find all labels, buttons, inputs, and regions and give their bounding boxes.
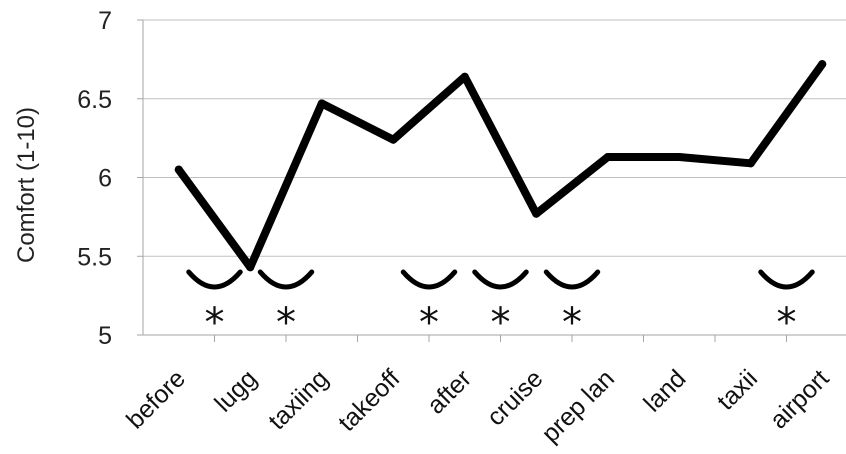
x-category-label: airport	[765, 364, 835, 434]
x-category-label: taxiing	[263, 364, 334, 435]
x-category-label: taxii	[712, 364, 763, 415]
significance-star: *	[419, 300, 439, 346]
x-category-label: cruise	[482, 364, 549, 431]
data-point	[246, 263, 255, 272]
x-category-label: before	[121, 364, 191, 434]
data-point	[174, 165, 183, 174]
data-point	[389, 135, 398, 144]
data-point	[746, 159, 755, 168]
significance-star: *	[562, 300, 582, 346]
significance-star: *	[276, 300, 296, 346]
x-category-label: after	[422, 364, 477, 419]
y-tick-label: 5	[98, 322, 112, 350]
x-category-label: lugg	[209, 364, 262, 417]
significance-bracket	[758, 269, 815, 290]
data-point	[675, 153, 684, 162]
series-line	[174, 60, 827, 272]
data-point	[603, 153, 612, 162]
significance-bracket	[257, 269, 315, 290]
y-tick-label: 6	[98, 165, 112, 193]
significance-star: *	[777, 300, 797, 346]
significance-bracket	[186, 269, 243, 290]
data-point	[532, 209, 541, 218]
x-category-label: prep lan	[536, 364, 620, 448]
significance-star: *	[205, 300, 225, 346]
significance-bracket	[400, 269, 458, 290]
data-point	[460, 72, 469, 81]
significance-bracket	[472, 269, 529, 290]
y-tick-label: 5.5	[77, 243, 112, 271]
x-category-label: land	[638, 364, 691, 417]
data-point	[317, 99, 326, 108]
y-tick-label: 7	[98, 7, 112, 35]
data-point	[818, 60, 827, 69]
x-category-label: takeoff	[333, 364, 406, 437]
significance-bracket	[543, 269, 601, 290]
y-axis-title: Comfort (1-10)	[13, 107, 40, 263]
significance-star: *	[491, 300, 511, 346]
y-tick-label: 6.5	[77, 86, 112, 114]
